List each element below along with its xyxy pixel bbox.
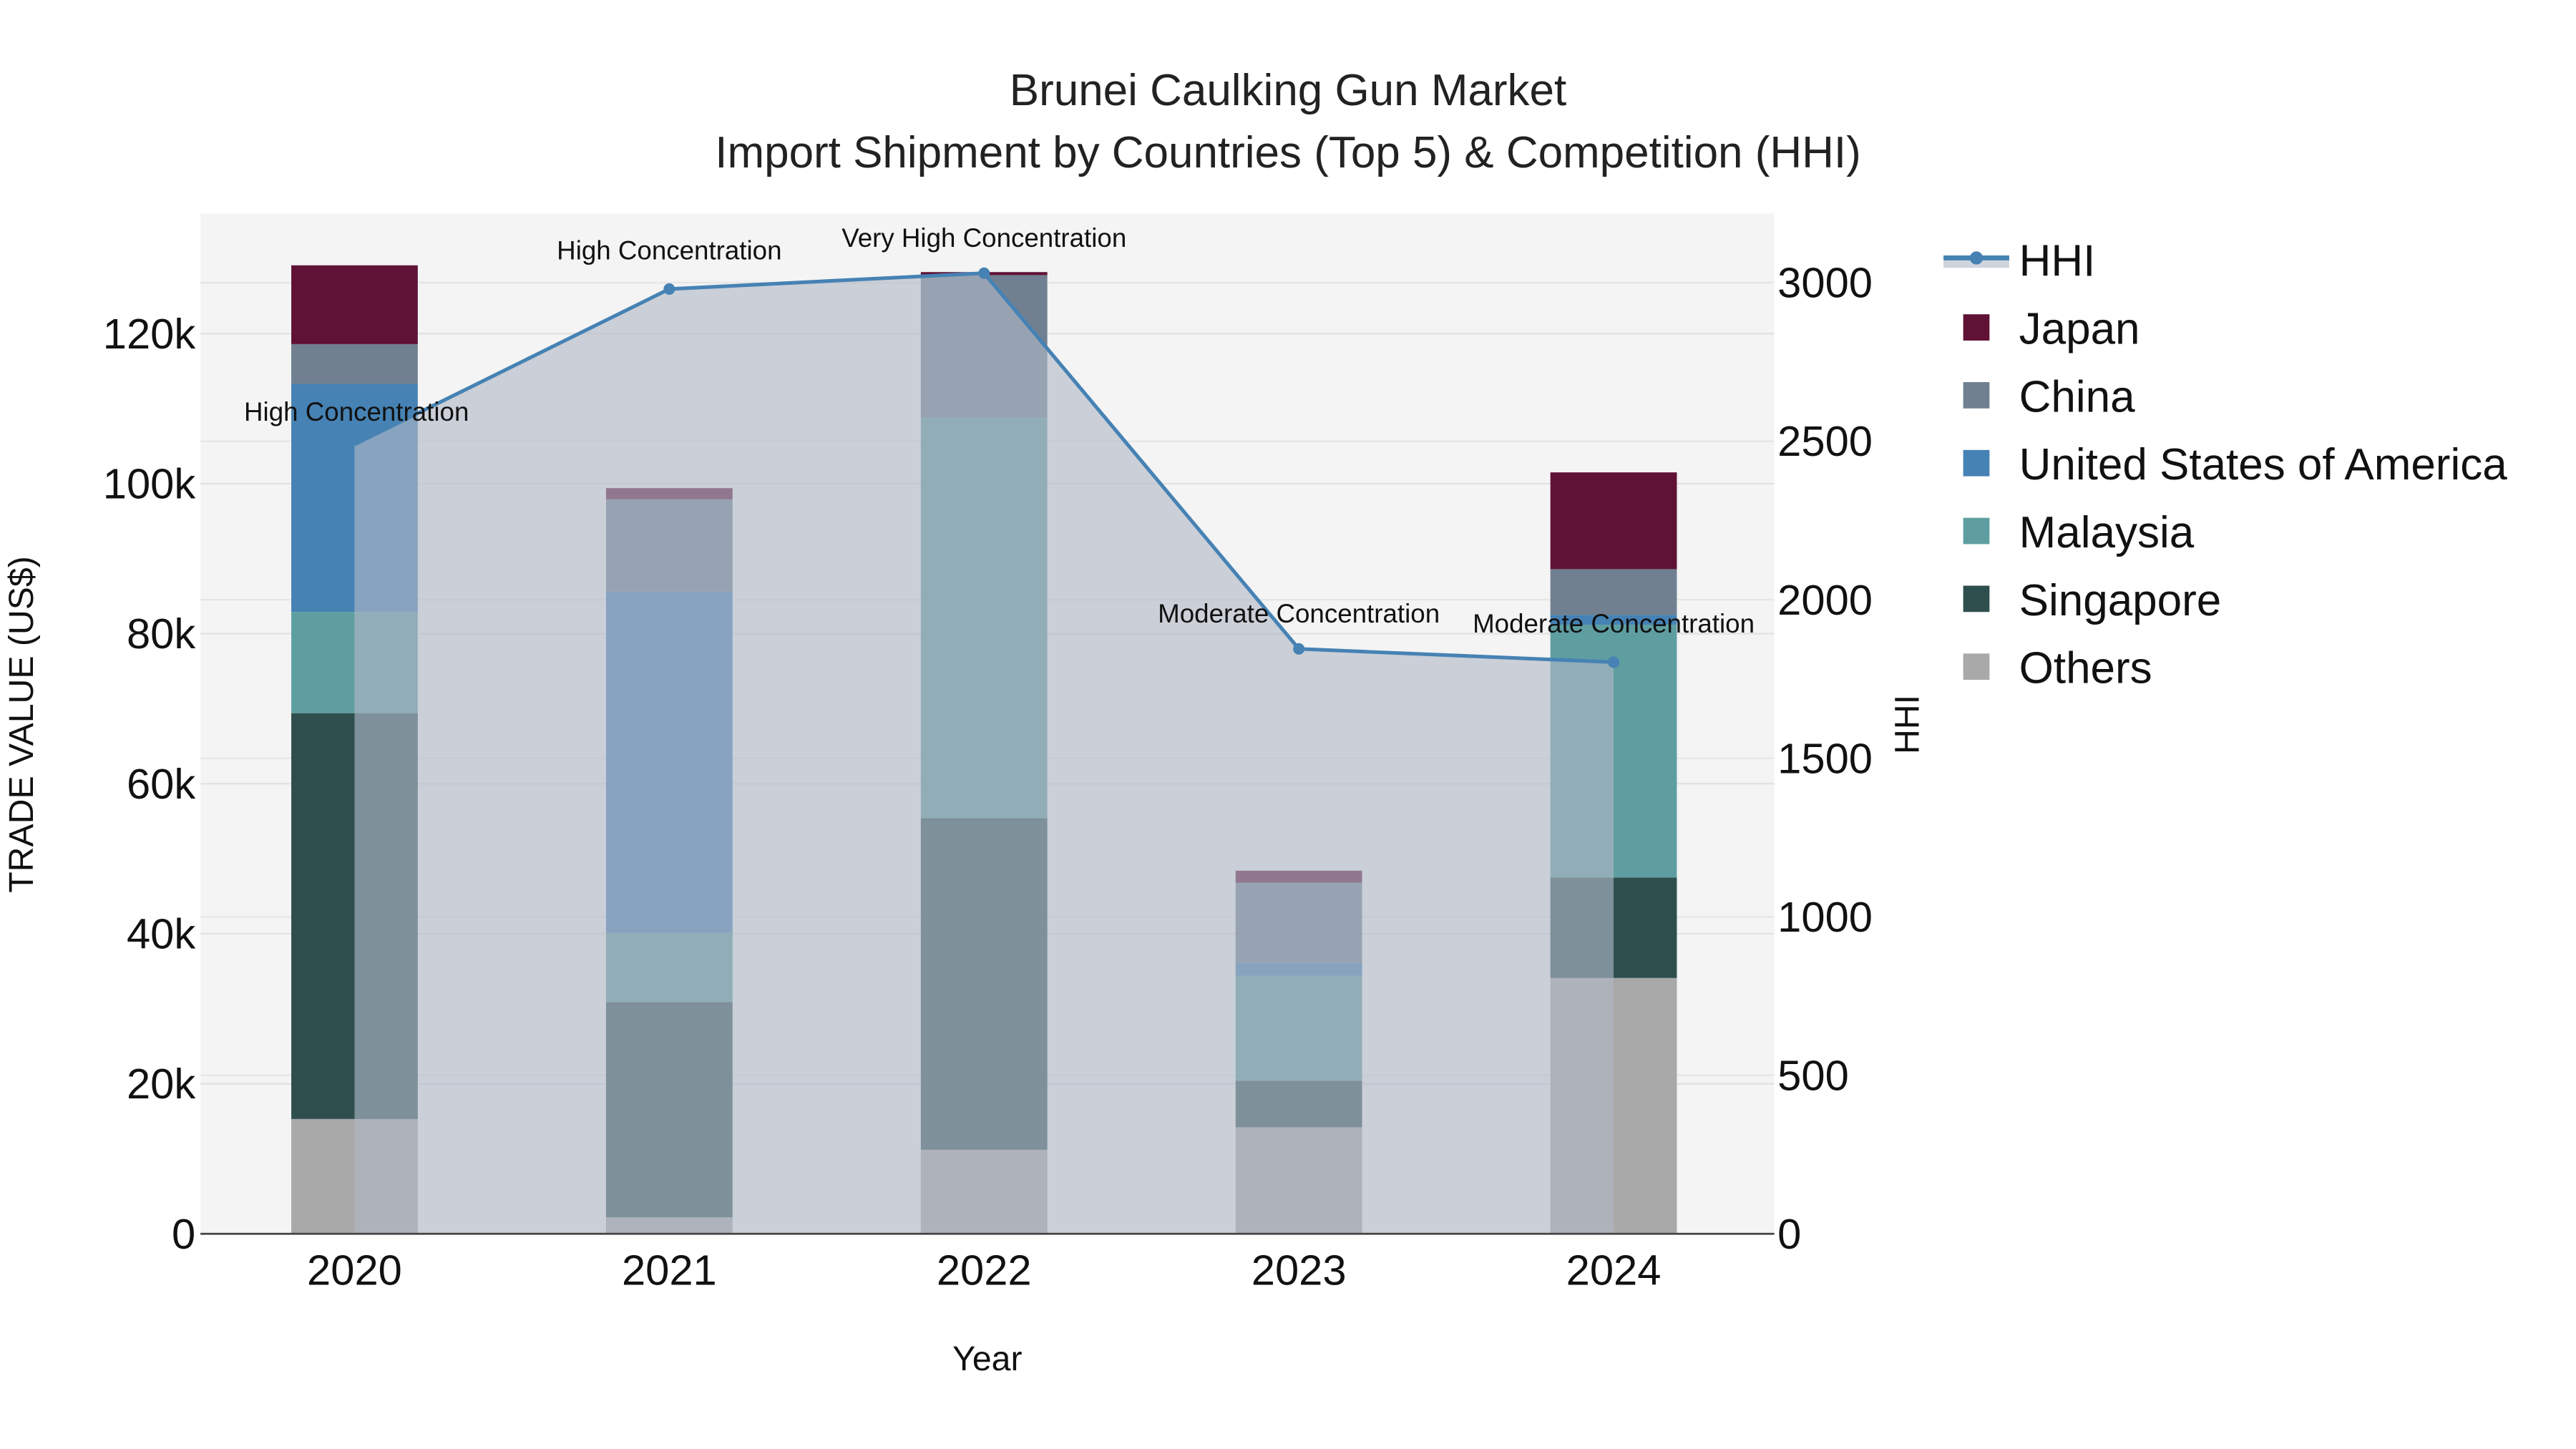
legend-item-malaysia: Malaysia	[1963, 508, 2195, 557]
annotation-label: High Concentration	[244, 397, 469, 426]
y-axis-left-ticks: 0 20k 40k 60k 80k 100k 120k	[103, 310, 196, 1258]
legend-marker-icon	[1969, 251, 1984, 265]
legend-item-hhi: HHI	[1943, 237, 2095, 286]
x-tick-label: 2021	[622, 1246, 717, 1294]
annotation-label: High Concentration	[557, 236, 781, 265]
annotation-label: Moderate Concentration	[1473, 609, 1755, 638]
hhi-marker	[978, 267, 990, 279]
legend: HHI Japan China United States of America Mal…	[1943, 237, 2507, 693]
y-tick-label: 0	[172, 1210, 195, 1258]
legend-swatch-icon	[1963, 585, 1990, 613]
hhi-line	[353, 267, 1620, 1234]
y2-tick-label: 1000	[1777, 893, 1873, 941]
y2-tick-label: 0	[1777, 1210, 1801, 1258]
legend-item-japan: Japan	[1963, 305, 2140, 354]
y-tick-label: 20k	[127, 1060, 195, 1108]
bar-segment-china	[291, 343, 418, 384]
y-tick-label: 100k	[103, 460, 196, 508]
legend-swatch-icon	[1963, 449, 1990, 477]
x-tick-label: 2022	[937, 1246, 1032, 1294]
legend-label: China	[2019, 372, 2135, 421]
hhi-marker	[663, 283, 675, 295]
legend-label: United States of America	[2019, 440, 2508, 489]
chart-subtitle: Import Shipment by Countries (Top 5) & C…	[715, 128, 1860, 177]
x-axis-title: Year	[952, 1340, 1022, 1378]
annotation-label: Very High Concentration	[841, 223, 1126, 253]
y-axis-right-ticks: 0 500 1000 1500 2000 2500 3000	[1777, 259, 1873, 1258]
legend-label: HHI	[2019, 237, 2096, 286]
y2-tick-label: 1500	[1777, 734, 1873, 782]
legend-item-china: China	[1963, 372, 2135, 421]
y2-tick-label: 2500	[1777, 417, 1873, 465]
y2-axis-title: HHI	[1888, 695, 1927, 754]
hhi-annotations: High Concentration High Concentration Very…	[244, 223, 1755, 638]
y-tick-label: 80k	[127, 610, 195, 658]
x-tick-label: 2024	[1566, 1246, 1662, 1294]
legend-item-singapore: Singapore	[1963, 576, 2222, 625]
bar-segment-china	[1550, 569, 1677, 615]
bar-segment-japan	[1550, 472, 1677, 570]
legend-label: Others	[2019, 644, 2152, 693]
x-tick-label: 2020	[307, 1246, 402, 1294]
legend-swatch-icon	[1963, 314, 1990, 341]
bar-segment-united-states-of-america	[1550, 615, 1677, 625]
hhi-marker	[1608, 656, 1620, 668]
legend-label: Singapore	[2019, 576, 2222, 625]
legend-swatch-icon	[1963, 382, 1990, 409]
bar-segment-japan	[291, 265, 418, 344]
y2-tick-label: 3000	[1777, 259, 1873, 307]
y-axis-title: TRADE VALUE (US$)	[2, 556, 41, 893]
y-tick-label: 40k	[127, 910, 195, 958]
hhi-area-fill	[354, 273, 1614, 1234]
hhi-marker	[1293, 643, 1305, 655]
chart-title: Brunei Caulking Gun Market	[1010, 66, 1566, 115]
y-tick-label: 60k	[127, 760, 195, 808]
legend-item-united-states-of-america: United States of America	[1963, 440, 2508, 489]
x-axis-ticks: 2020 2021 2022 2023 2024	[307, 1246, 1661, 1294]
legend-item-others: Others	[1963, 644, 2152, 693]
x-tick-label: 2023	[1252, 1246, 1347, 1294]
legend-label: Malaysia	[2019, 508, 2195, 557]
legend-swatch-icon	[1963, 653, 1990, 680]
legend-swatch-icon	[1963, 517, 1990, 545]
y2-tick-label: 2000	[1777, 576, 1873, 624]
annotation-label: Moderate Concentration	[1158, 599, 1440, 628]
y2-tick-label: 500	[1777, 1051, 1849, 1099]
legend-label: Japan	[2019, 305, 2140, 354]
y-tick-label: 120k	[103, 310, 196, 358]
